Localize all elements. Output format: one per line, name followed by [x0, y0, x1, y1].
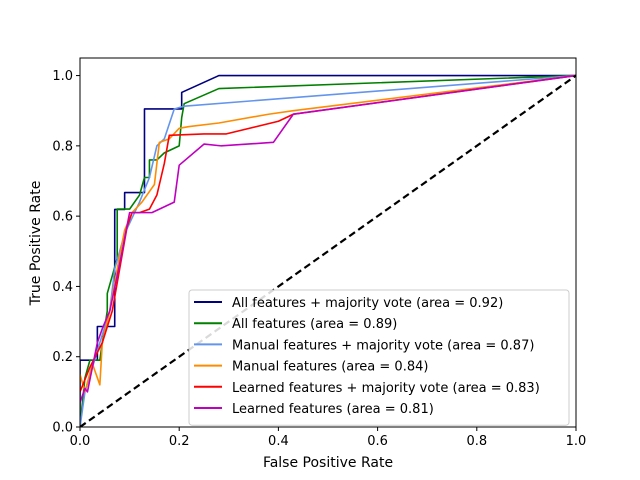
- legend-box: [188, 289, 570, 426]
- legend-label: Learned features + majority vote (area =…: [232, 381, 540, 396]
- y-tick-label: 0.0: [52, 421, 73, 436]
- legend-label: All features + majority vote (area = 0.9…: [232, 296, 503, 311]
- series-line-5: [80, 74, 576, 403]
- x-axis-label: False Positive Rate: [263, 455, 393, 471]
- x-tick-label: 0.2: [169, 434, 190, 449]
- axes: 0.0 0.2 0.4 0.6 0.8 1.0 0.0 0.2 0.4 0.6 0.8 1.0: [52, 57, 587, 449]
- series-line-3: [80, 74, 576, 393]
- legend: All features + majority vote (area = 0.9…: [188, 289, 570, 426]
- legend-label: Manual features + majority vote (area = …: [232, 338, 534, 353]
- y-tick-label: 0.2: [52, 350, 73, 365]
- plot-area: [80, 74, 576, 427]
- legend-label: Learned features (area = 0.81): [232, 402, 434, 417]
- y-tick-label: 0.8: [52, 139, 73, 154]
- x-tick-label: 0.0: [70, 434, 91, 449]
- legend-label: Manual features (area = 0.84): [232, 360, 428, 375]
- legend-label: All features (area = 0.89): [232, 317, 397, 332]
- series-line-0: [80, 74, 576, 427]
- x-tick-label: 1.0: [566, 434, 587, 449]
- chance-diagonal-line: [80, 74, 576, 427]
- x-tick-label: 0.8: [466, 434, 487, 449]
- series-line-4: [80, 74, 576, 393]
- y-tick-label: 0.6: [52, 210, 73, 225]
- x-tick-label: 0.6: [367, 434, 388, 449]
- y-tick-label: 0.4: [52, 280, 73, 295]
- y-tick-label: 1.0: [52, 69, 73, 84]
- axes-frame: [79, 57, 577, 428]
- x-tick-label: 0.4: [268, 434, 289, 449]
- series-line-2: [80, 74, 576, 427]
- y-axis-label: True Positive Rate: [28, 181, 44, 307]
